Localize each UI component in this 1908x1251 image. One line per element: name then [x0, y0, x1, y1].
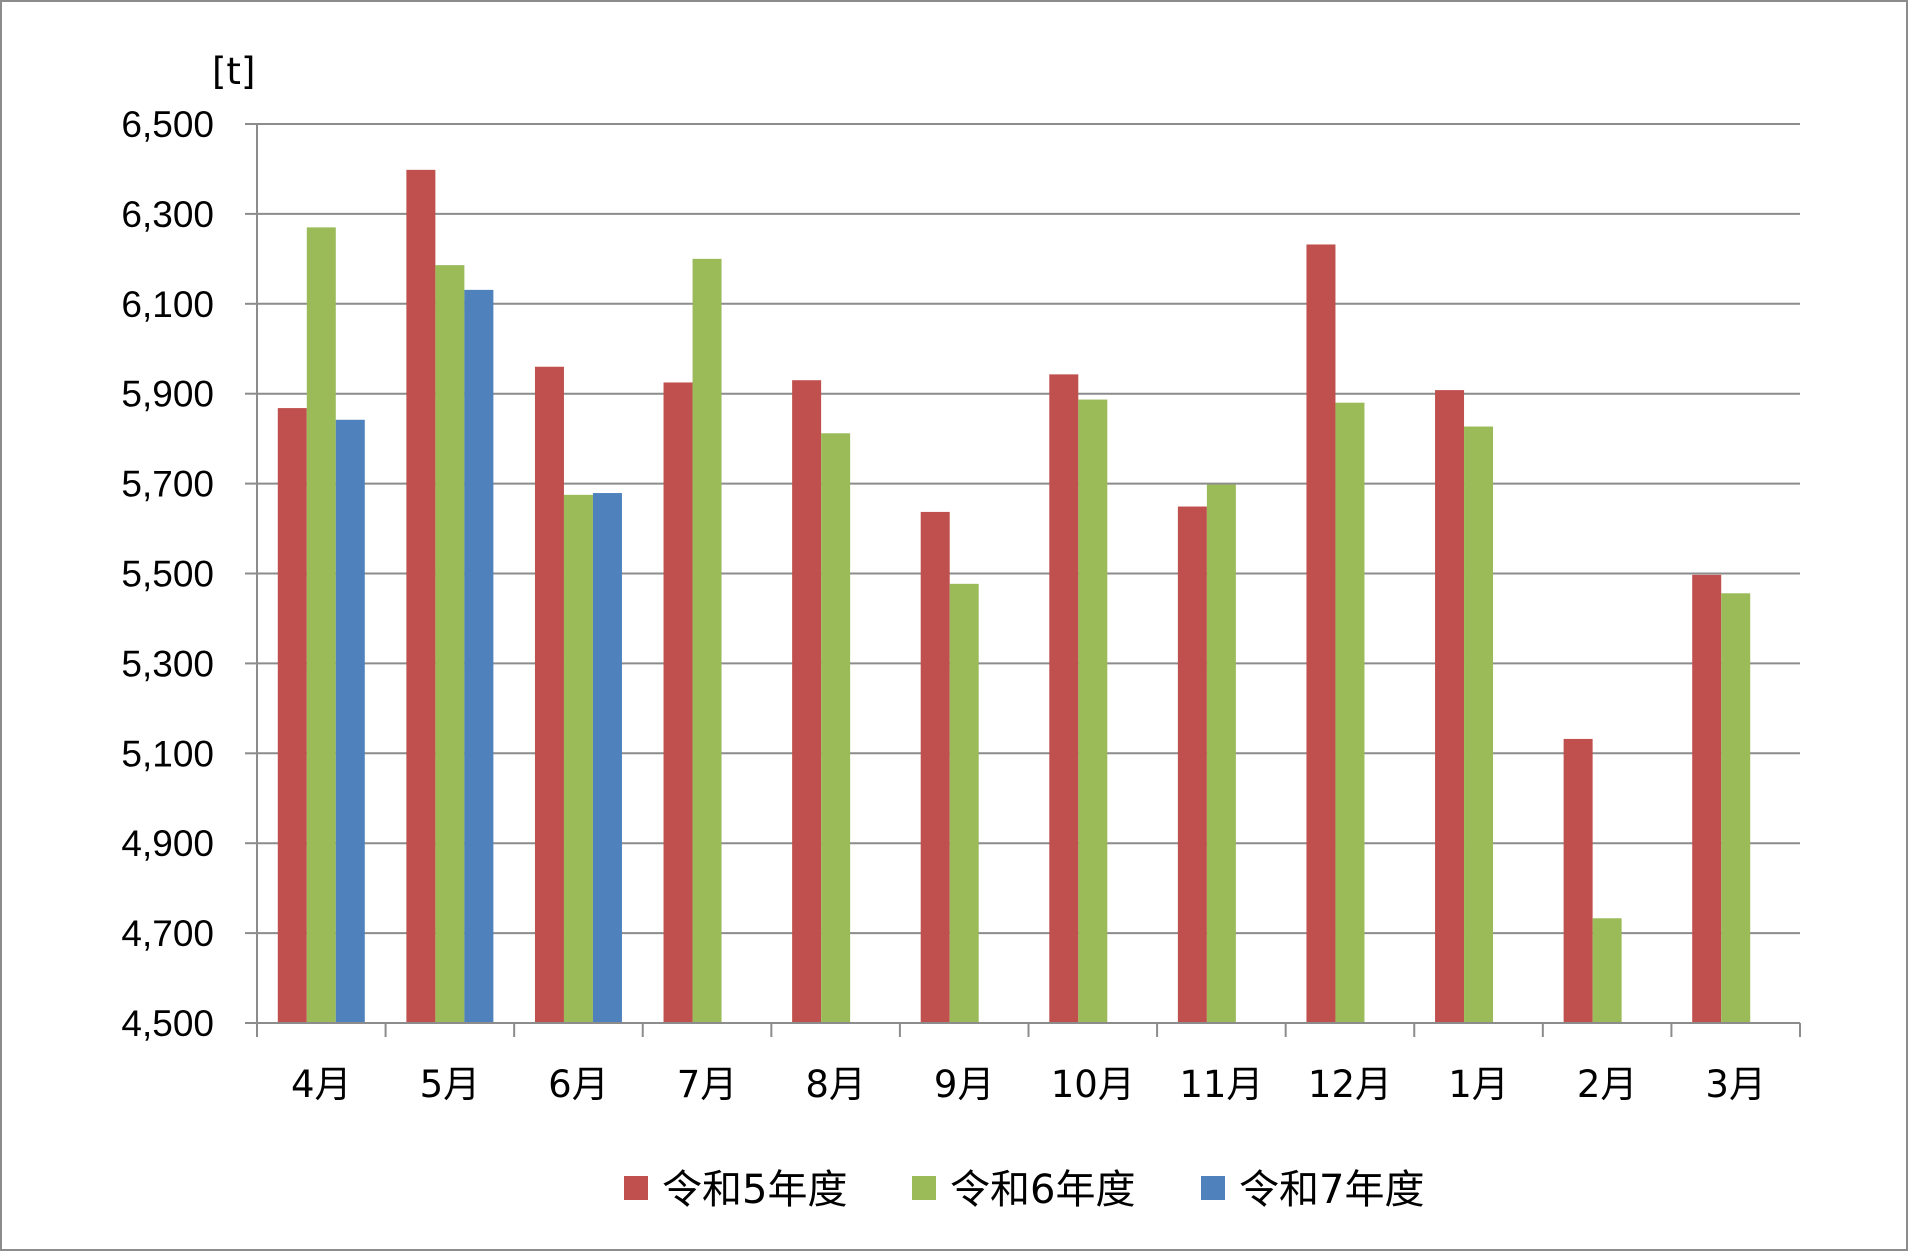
- bar: [1563, 738, 1593, 1023]
- bar: [1049, 374, 1079, 1024]
- bars: [277, 169, 1751, 1024]
- x-tick-label: 11月: [1179, 1063, 1263, 1106]
- x-tick-label: 9月: [934, 1063, 995, 1106]
- bar: [1206, 484, 1236, 1023]
- x-tick-label: 2月: [1577, 1063, 1638, 1106]
- y-tick-label: 5,300: [121, 643, 214, 684]
- y-tick-labels: 4,500 4,700 4,900 5,100 5,300 5,500 5,700 5,900…: [121, 104, 214, 1044]
- x-tick-label: 3月: [1705, 1063, 1766, 1106]
- bar: [1335, 402, 1365, 1023]
- bar: [1692, 574, 1722, 1023]
- bar: [277, 408, 307, 1024]
- x-tick-label: 1月: [1448, 1063, 1509, 1106]
- bar: [435, 265, 465, 1023]
- bar: [792, 380, 822, 1024]
- bar: [920, 511, 950, 1023]
- axes: [245, 123, 1801, 1037]
- legend-label: 令和6年度: [950, 1167, 1135, 1213]
- bar: [592, 493, 622, 1023]
- bar: [335, 419, 365, 1023]
- bar: [692, 258, 722, 1024]
- bar: [1592, 918, 1622, 1023]
- legend-swatch: [1201, 1176, 1225, 1200]
- x-tick-label: 7月: [677, 1063, 738, 1106]
- x-tick-label: 5月: [420, 1063, 481, 1106]
- y-tick-label: 5,100: [121, 733, 214, 774]
- legend-label: 令和7年度: [1239, 1167, 1424, 1213]
- bar: [949, 583, 979, 1023]
- bar: [406, 169, 436, 1023]
- bar: [1464, 426, 1494, 1023]
- bar: [1306, 244, 1336, 1023]
- y-tick-label: 6,100: [121, 284, 214, 325]
- y-tick-label: 6,300: [121, 194, 214, 235]
- y-unit-label: [t]: [212, 50, 255, 93]
- x-tick-label: 4月: [291, 1063, 352, 1106]
- legend: 令和5年度 令和6年度 令和7年度: [624, 1167, 1424, 1213]
- bar: [1435, 390, 1465, 1023]
- x-tick-label: 10月: [1051, 1063, 1135, 1106]
- y-tick-label: 6,500: [121, 104, 214, 145]
- x-tick-label: 8月: [805, 1063, 866, 1106]
- x-tick-labels: 4月 5月 6月 7月 8月 9月 10月 11月 12月 1月 2月 3月: [291, 1063, 1766, 1106]
- x-tick-label: 6月: [548, 1063, 609, 1106]
- bar: [663, 382, 693, 1023]
- bar: [1721, 593, 1751, 1023]
- y-tick-label: 4,900: [121, 823, 214, 864]
- y-tick-label: 5,700: [121, 464, 214, 505]
- y-tick-label: 5,900: [121, 374, 214, 415]
- bar: [1177, 506, 1207, 1023]
- bar: [306, 227, 336, 1023]
- bar: [821, 433, 851, 1024]
- legend-swatch: [912, 1176, 936, 1200]
- legend-label: 令和5年度: [662, 1167, 847, 1213]
- gridlines: [257, 123, 1800, 935]
- y-tick-label: 4,500: [121, 1003, 214, 1044]
- legend-swatch: [624, 1176, 648, 1200]
- bar: [1078, 399, 1108, 1024]
- bar: [464, 289, 494, 1024]
- x-tick-label: 12月: [1308, 1063, 1392, 1106]
- y-tick-label: 5,500: [121, 554, 214, 595]
- bar: [534, 366, 564, 1024]
- bar: [563, 494, 593, 1023]
- y-tick-label: 4,700: [121, 913, 214, 954]
